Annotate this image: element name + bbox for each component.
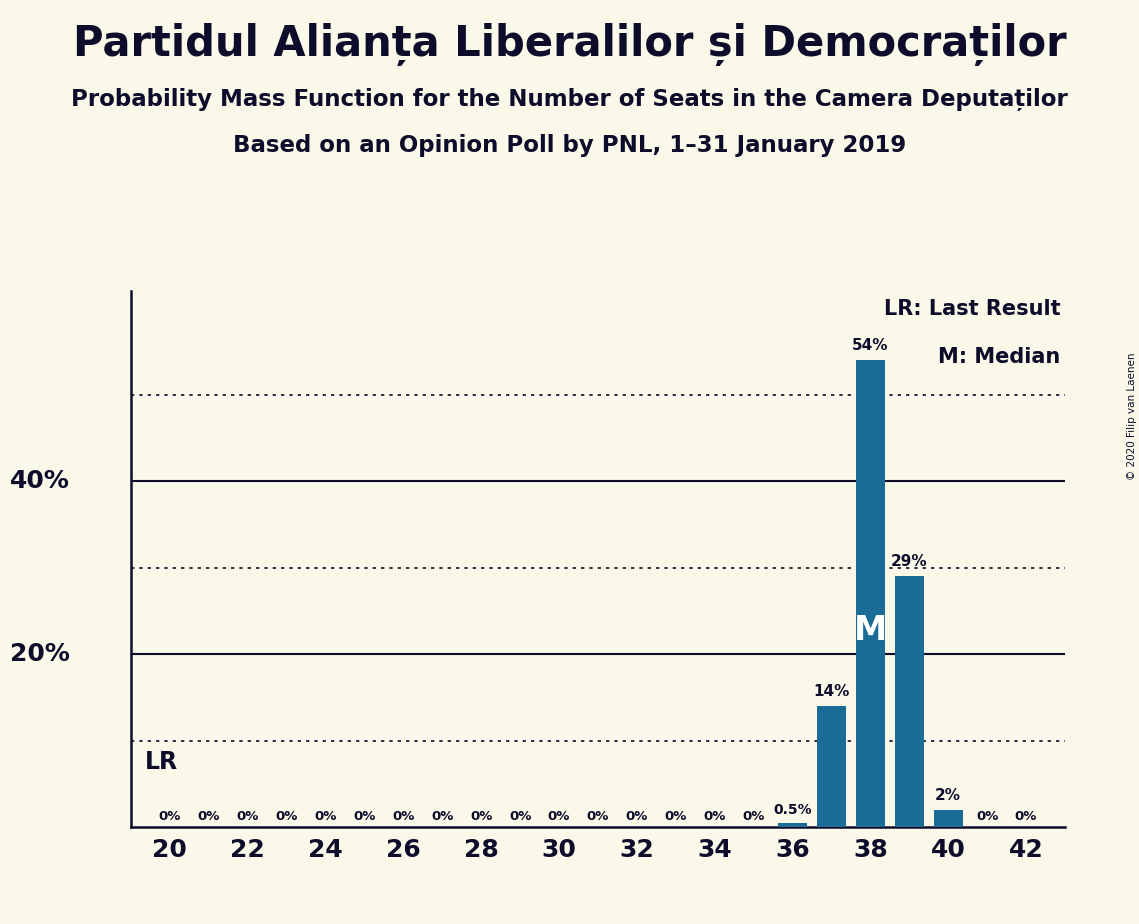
Text: Partidul Alianța Liberalilor și Democraților: Partidul Alianța Liberalilor și Democraț… <box>73 23 1066 67</box>
Text: 0%: 0% <box>548 809 571 822</box>
Bar <box>895 577 924 827</box>
Text: © 2020 Filip van Laenen: © 2020 Filip van Laenen <box>1126 352 1137 480</box>
Text: 0%: 0% <box>237 809 259 822</box>
Bar <box>934 809 962 827</box>
Text: 0%: 0% <box>976 809 998 822</box>
Text: LR: LR <box>145 750 178 774</box>
Text: 0%: 0% <box>743 809 764 822</box>
Text: M: M <box>854 614 887 648</box>
Text: 0.5%: 0.5% <box>773 804 812 818</box>
Text: 0%: 0% <box>625 809 648 822</box>
Text: 0%: 0% <box>704 809 726 822</box>
Text: 0%: 0% <box>158 809 181 822</box>
Text: 29%: 29% <box>891 554 927 569</box>
Text: 40%: 40% <box>10 469 71 493</box>
Text: 0%: 0% <box>276 809 297 822</box>
Text: 20%: 20% <box>10 642 71 666</box>
Text: 0%: 0% <box>665 809 687 822</box>
Text: 0%: 0% <box>470 809 492 822</box>
Text: 0%: 0% <box>353 809 376 822</box>
Text: 0%: 0% <box>314 809 337 822</box>
Text: Probability Mass Function for the Number of Seats in the Camera Deputaților: Probability Mass Function for the Number… <box>71 88 1068 111</box>
Bar <box>817 706 846 827</box>
Text: 0%: 0% <box>198 809 220 822</box>
Text: 0%: 0% <box>1015 809 1038 822</box>
Text: 0%: 0% <box>509 809 531 822</box>
Text: 14%: 14% <box>813 684 850 699</box>
Bar <box>778 822 808 827</box>
Text: 54%: 54% <box>852 338 888 353</box>
Text: LR: Last Result: LR: Last Result <box>884 299 1060 319</box>
Text: M: Median: M: Median <box>939 347 1060 368</box>
Text: 0%: 0% <box>587 809 609 822</box>
Bar <box>855 360 885 827</box>
Text: Based on an Opinion Poll by PNL, 1–31 January 2019: Based on an Opinion Poll by PNL, 1–31 Ja… <box>232 134 907 157</box>
Text: 0%: 0% <box>392 809 415 822</box>
Text: 2%: 2% <box>935 788 961 803</box>
Text: 0%: 0% <box>432 809 453 822</box>
